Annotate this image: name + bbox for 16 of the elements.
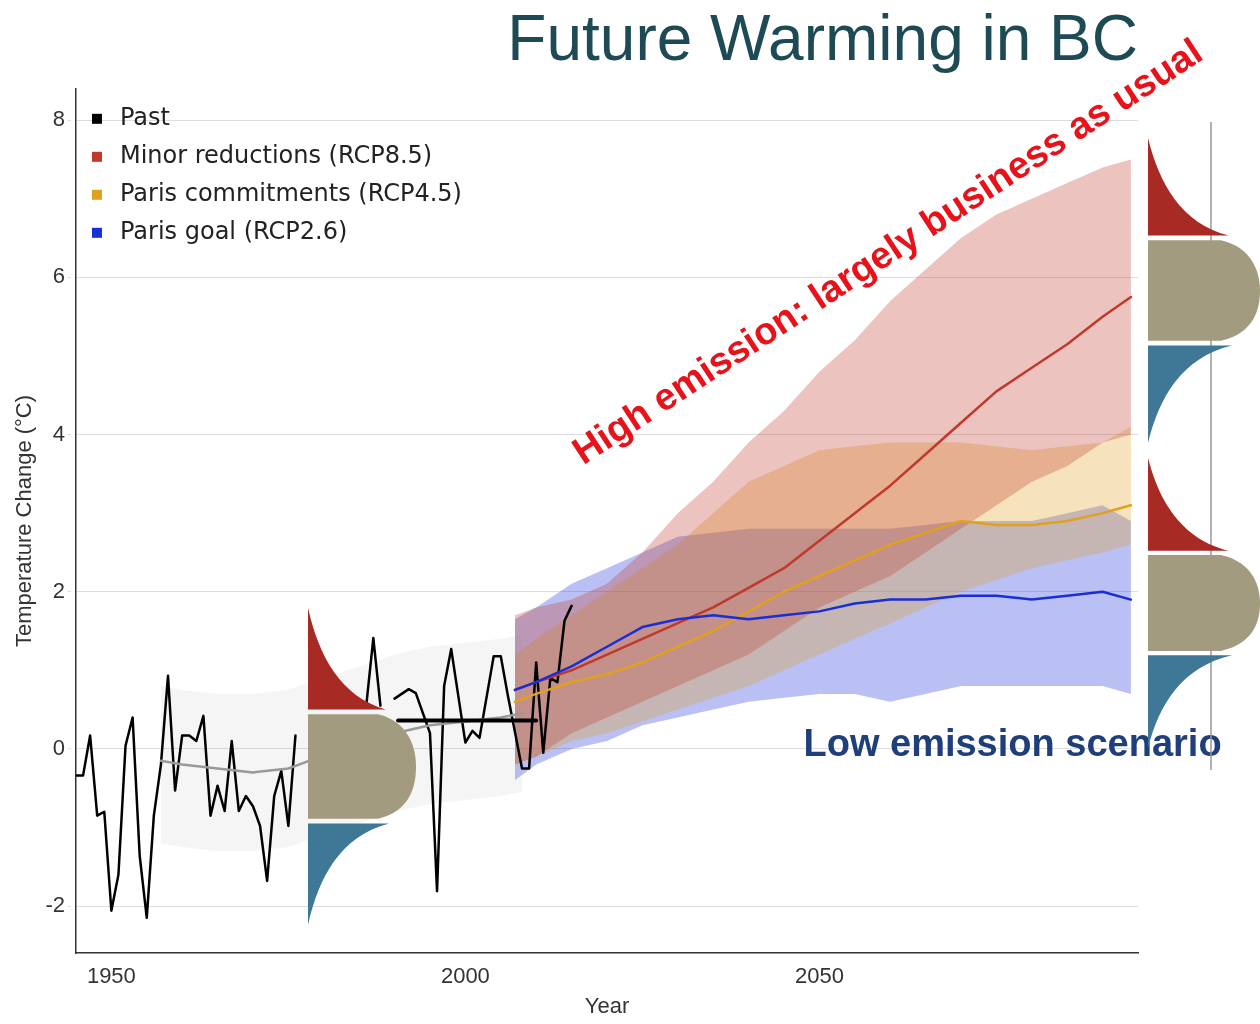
x-tick-label: 2050 [794, 963, 844, 989]
x-axis-title: Year [584, 992, 630, 1018]
legend-label: Paris goal (RCP2.6) [119, 217, 348, 246]
legend-label: Past [119, 103, 170, 132]
annotation: Low emission scenario [803, 722, 1222, 765]
y-tick-label: -2 [45, 892, 65, 918]
legend-label: Paris commitments (RCP4.5) [119, 179, 462, 208]
x-tick-label: 2000 [440, 963, 490, 989]
y-axis-title: Temperature Change (°C) [11, 394, 37, 648]
y-tick-label: 4 [52, 420, 65, 446]
legend-label: Minor reductions (RCP8.5) [119, 141, 433, 170]
y-tick-label: 2 [52, 577, 65, 603]
y-tick-label: 6 [52, 263, 65, 289]
y-tick-label: 8 [52, 106, 65, 132]
y-tick-label: 0 [52, 734, 65, 760]
x-tick-label: 1950 [86, 963, 136, 989]
